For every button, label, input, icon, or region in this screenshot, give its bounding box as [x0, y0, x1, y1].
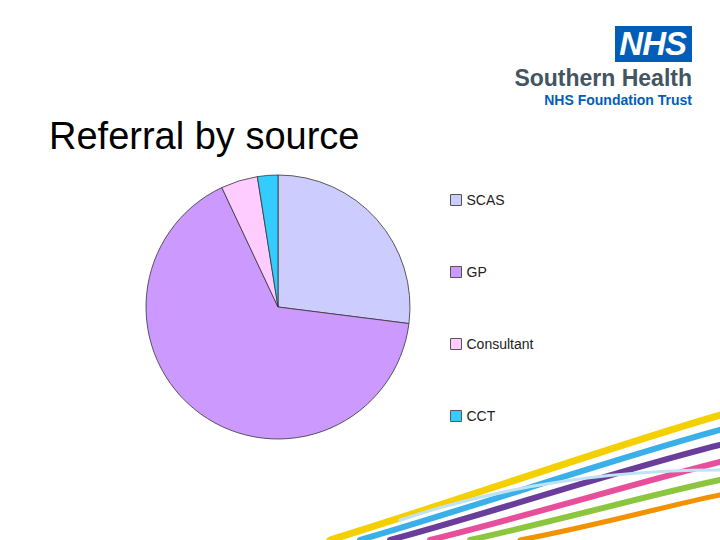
html-text:NHS: NHS [619, 25, 686, 62]
svg-text:CCT: CCT [467, 408, 496, 424]
svg-text:Referral by source: Referral by source [49, 115, 359, 157]
html-text:NHS Foundation Trust: NHS Foundation Trust [544, 92, 692, 108]
html-text:Southern Health: Southern Health [514, 65, 692, 91]
svg-text:SCAS: SCAS [467, 192, 505, 208]
svg-text:Consultant: Consultant [467, 336, 534, 352]
svg-text:GP: GP [467, 264, 487, 280]
